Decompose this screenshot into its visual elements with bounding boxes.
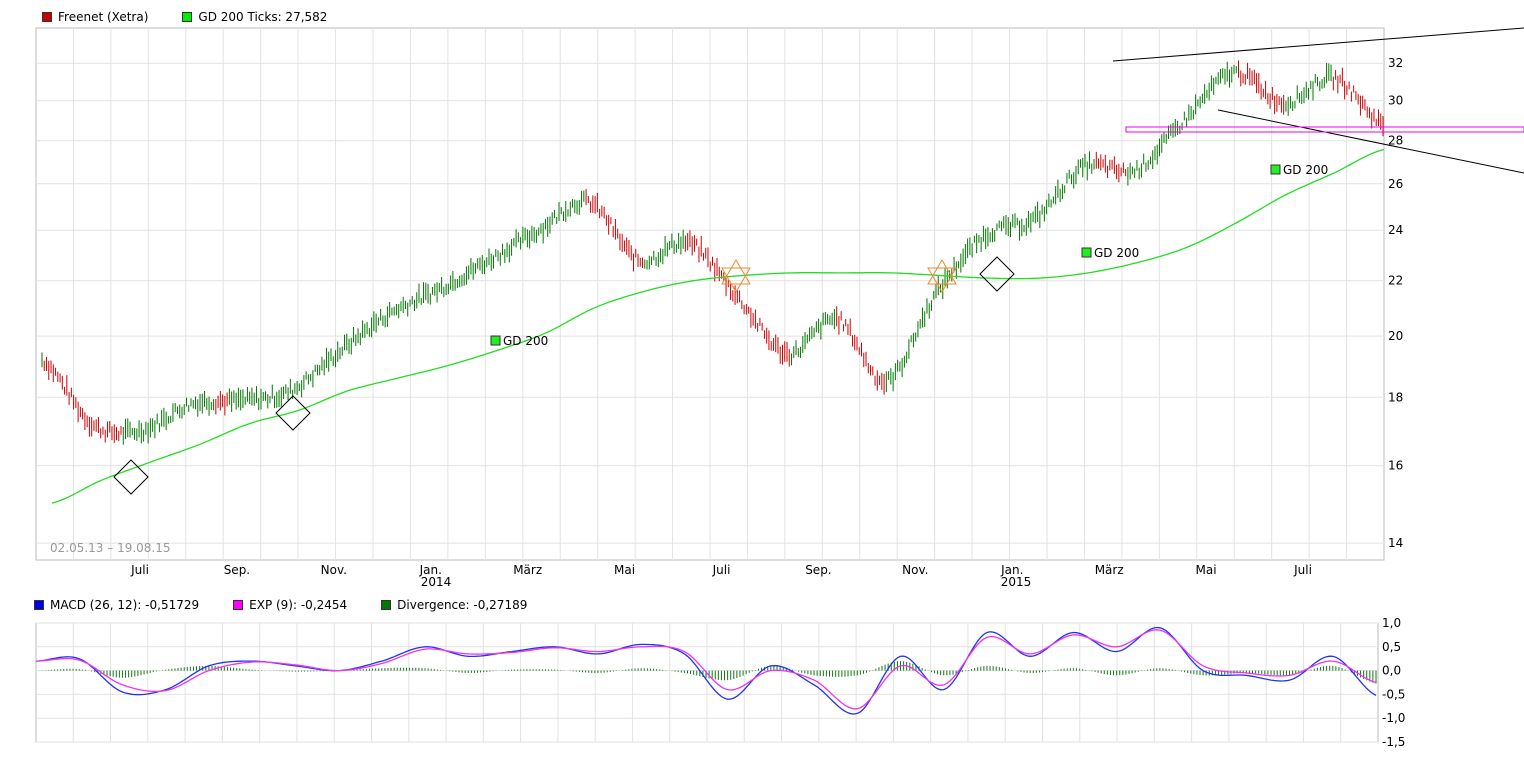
signal-star xyxy=(721,267,751,293)
y-tick-label: 14 xyxy=(1388,536,1403,550)
x-tick-label: Sep. xyxy=(805,563,831,577)
gd200-label-swatch xyxy=(1081,247,1092,258)
gd200-label-text: GD 200 xyxy=(1283,163,1328,177)
buy-signal-diamond xyxy=(275,395,311,431)
y-tick-label: 32 xyxy=(1388,56,1403,70)
price-chart: GD 200 GD 200 GD 200 14 16 18 20 22 24 26 28 30 32 J… xyxy=(35,27,1524,589)
date-range: 02.05.13 – 19.08.15 xyxy=(50,541,171,555)
legend-swatch-divergence xyxy=(381,600,392,610)
legend-swatch-freenet xyxy=(42,12,52,22)
macd-y-tick-label: -1,0 xyxy=(1382,711,1405,725)
y-tick-label: 20 xyxy=(1388,329,1403,343)
legend-label-macd: MACD (26, 12): -0,51729 xyxy=(50,598,200,612)
exp-line xyxy=(35,629,1377,710)
x-tick-label: Mai xyxy=(614,563,635,577)
gd200-line-group xyxy=(51,148,1385,504)
x-tick-label: Jan. xyxy=(419,563,442,577)
support-zone xyxy=(1125,126,1524,133)
buy-signal-diamond xyxy=(979,256,1015,292)
macd-legend: MACD (26, 12): -0,51729 EXP (9): -0,2454… xyxy=(34,598,561,612)
y-tick-label: 18 xyxy=(1388,390,1403,404)
y-tick-label: 30 xyxy=(1388,94,1403,108)
legend-item-exp: EXP (9): -0,2454 xyxy=(233,598,347,612)
macd-axis: 1,0 0,5 0,0 -0,5 -1,0 -1,5 xyxy=(1382,616,1405,749)
gd200-label-swatch xyxy=(490,335,501,346)
macd-chart: 1,0 0,5 0,0 -0,5 -1,0 -1,5 xyxy=(35,616,1405,749)
trendline-lower xyxy=(1217,109,1524,174)
x-tick-label: März xyxy=(513,563,542,577)
x-tick-label: Juli xyxy=(712,563,731,577)
gd200-label: GD 200 xyxy=(1270,163,1328,177)
macd-y-tick-label: 0,0 xyxy=(1382,664,1401,678)
gd200-label-text: GD 200 xyxy=(1094,246,1139,260)
year-label: 2015 xyxy=(1001,575,1032,589)
gd200-label: GD 200 xyxy=(490,334,548,348)
buy-signal-diamond xyxy=(113,459,149,495)
macd-grid xyxy=(35,622,1379,743)
macd-y-tick-label: 1,0 xyxy=(1382,616,1401,630)
x-tick-label: Nov. xyxy=(902,563,928,577)
legend-label-freenet: Freenet (Xetra) xyxy=(58,10,149,24)
legend-swatch-macd xyxy=(34,600,44,610)
legend-swatch-exp xyxy=(233,600,244,610)
x-tick-label: Juli xyxy=(1293,563,1312,577)
signal-star xyxy=(927,259,957,285)
x-tick-label: Jan. xyxy=(1000,563,1023,577)
signal-star xyxy=(927,267,957,293)
price-grid xyxy=(35,27,1385,561)
chart-annotations: GD 200 GD 200 GD 200 xyxy=(113,27,1524,495)
signal-star xyxy=(721,259,751,285)
trendline-upper xyxy=(1112,27,1524,62)
main-legend: Freenet (Xetra) GD 200 Ticks: 27,582 xyxy=(42,10,361,24)
y-tick-label: 22 xyxy=(1388,274,1403,288)
legend-swatch-gd200 xyxy=(182,12,193,22)
x-tick-label: Mai xyxy=(1196,563,1217,577)
y-tick-label: 28 xyxy=(1388,134,1403,148)
legend-label-exp: EXP (9): -0,2454 xyxy=(249,598,348,612)
macd-y-tick-label: 0,5 xyxy=(1382,640,1401,654)
gd200-label: GD 200 xyxy=(1081,246,1139,260)
x-tick-label: Juli xyxy=(130,563,149,577)
y-tick-label: 26 xyxy=(1388,177,1403,191)
macd-histogram xyxy=(38,661,1377,684)
legend-item-freenet: Freenet (Xetra) xyxy=(42,10,148,24)
legend-label-gd200: GD 200 Ticks: 27,582 xyxy=(198,10,328,24)
y-tick-label: 16 xyxy=(1388,459,1403,473)
year-label: 2014 xyxy=(421,575,452,589)
price-axis: 14 16 18 20 22 24 26 28 30 32 Juli Sep. Nov. Jan. März… xyxy=(130,56,1403,589)
x-tick-label: März xyxy=(1095,563,1124,577)
x-tick-label: Nov. xyxy=(321,563,347,577)
gd200-label-text: GD 200 xyxy=(503,334,548,348)
macd-y-tick-label: -1,5 xyxy=(1382,735,1405,749)
macd-lines xyxy=(35,626,1377,715)
legend-label-divergence: Divergence: -0,27189 xyxy=(397,598,528,612)
macd-y-tick-label: -0,5 xyxy=(1382,687,1405,701)
gd200-line xyxy=(51,148,1385,504)
x-tick-label: Sep. xyxy=(224,563,250,577)
y-tick-label: 24 xyxy=(1388,223,1403,237)
legend-item-divergence: Divergence: -0,27189 xyxy=(381,598,527,612)
price-bars xyxy=(41,60,1384,445)
legend-item-macd: MACD (26, 12): -0,51729 xyxy=(34,598,199,612)
gd200-label-swatch xyxy=(1270,164,1281,175)
legend-item-gd200: GD 200 Ticks: 27,582 xyxy=(182,10,327,24)
